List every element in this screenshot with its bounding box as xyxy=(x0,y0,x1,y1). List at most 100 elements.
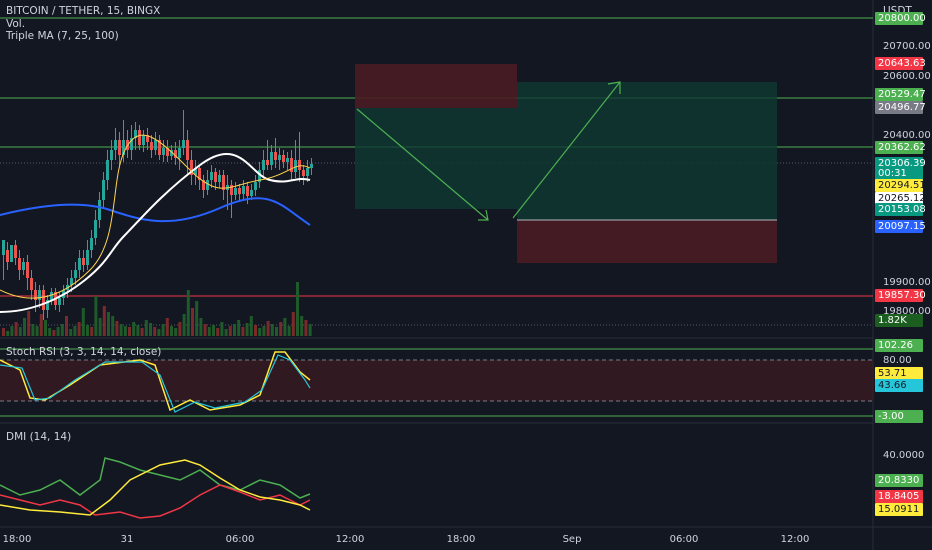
dmi-plus-line xyxy=(0,457,311,499)
stoch-rsi-legend: Stoch RSI (3, 3, 14, 14, close) xyxy=(6,346,162,358)
long-stop-zone xyxy=(517,220,777,263)
ma100-tag: 20097.15 xyxy=(875,220,926,233)
candle-body xyxy=(310,164,313,168)
volume-bar xyxy=(287,326,291,336)
candle-body xyxy=(298,160,301,170)
volume-bar xyxy=(174,328,178,336)
volume-bar xyxy=(149,323,152,336)
price-tick: 20600.00 xyxy=(883,71,931,82)
volume-bar xyxy=(94,296,98,336)
volume-bar xyxy=(140,328,144,336)
candle-body xyxy=(178,148,181,158)
candle-body xyxy=(290,158,293,172)
volume-bar xyxy=(279,322,283,336)
candle-body xyxy=(38,290,41,300)
candle-body xyxy=(46,300,49,310)
candle-body xyxy=(154,140,157,150)
dmi-minus-tag: 18.8405 xyxy=(875,490,923,503)
volume-bar xyxy=(10,326,14,336)
time-tick: 18:00 xyxy=(446,534,476,545)
volume-bar xyxy=(170,326,173,336)
candle-body xyxy=(90,238,93,250)
volume-bar xyxy=(111,316,115,336)
volume-bar xyxy=(283,318,287,336)
candle-body xyxy=(102,180,105,200)
volume-bar xyxy=(258,328,262,336)
ma25-tag: 20265.12 xyxy=(875,192,926,205)
candle-body xyxy=(286,158,289,162)
volume-bar xyxy=(153,327,157,336)
volume-bar xyxy=(6,331,10,336)
volume-bar xyxy=(186,290,190,336)
candle-body xyxy=(106,160,109,180)
time-tick: 06:00 xyxy=(669,534,699,545)
candle-body xyxy=(150,142,153,150)
candle-body xyxy=(262,160,265,170)
candle-body xyxy=(86,250,89,265)
candle-body xyxy=(222,175,225,190)
candle-body xyxy=(30,278,33,290)
volume-bar xyxy=(212,325,215,336)
adx-tag: 15.0911 xyxy=(875,503,923,516)
candle-body xyxy=(130,138,133,150)
candle-body xyxy=(258,170,261,182)
time-tick: 18:00 xyxy=(2,534,32,545)
candle-body xyxy=(170,150,173,156)
volume-bar xyxy=(128,327,131,336)
long-target-zone xyxy=(517,82,777,220)
candle-body xyxy=(122,140,125,155)
candle-body xyxy=(42,290,45,310)
volume-bar xyxy=(48,328,52,336)
stoch-d-line xyxy=(0,354,311,413)
price-tag: 20153.08 xyxy=(875,203,926,216)
volume-bar xyxy=(237,320,241,336)
candle-body xyxy=(162,148,165,155)
volume-bar xyxy=(23,318,26,336)
volume-bar xyxy=(52,330,56,336)
candle-body xyxy=(270,152,273,165)
volume-bar xyxy=(203,324,207,336)
volume-bar xyxy=(2,328,5,336)
volume-bar xyxy=(144,320,148,336)
candle-body xyxy=(250,190,253,196)
volume-bar xyxy=(107,312,110,336)
countdown-tag: 00:31 xyxy=(875,167,923,180)
price-tag: 20496.77 xyxy=(875,101,926,114)
candle-body xyxy=(78,258,81,270)
volume-bar xyxy=(86,325,89,336)
volume-bar xyxy=(216,328,220,336)
volume-bar xyxy=(39,314,43,336)
candle-body xyxy=(266,160,269,165)
candle-body xyxy=(6,250,9,262)
candle-body xyxy=(218,175,221,182)
volume-bar xyxy=(296,282,299,336)
price-tag: 20643.63 xyxy=(875,57,926,70)
candle-body xyxy=(70,278,73,285)
volume-bar xyxy=(115,321,119,336)
candle-body xyxy=(94,220,97,238)
stoch-lower-tag: -3.00 xyxy=(875,410,923,423)
candle-body xyxy=(82,258,85,265)
volume-bar xyxy=(220,322,224,336)
candle-body xyxy=(134,130,137,138)
candle-body xyxy=(214,172,217,182)
time-tick: 06:00 xyxy=(225,534,255,545)
volume-bar xyxy=(102,306,106,336)
adx-line xyxy=(0,459,311,516)
volume-bar xyxy=(157,329,161,336)
price-tick: 20400.00 xyxy=(883,130,931,141)
candle-body xyxy=(278,155,281,160)
candle-body xyxy=(234,188,237,195)
stoch-tick: 80.00 xyxy=(883,355,912,366)
candle-body xyxy=(206,180,209,190)
candle-body xyxy=(246,186,249,196)
volume-bar xyxy=(275,327,278,336)
candle-body xyxy=(114,140,117,150)
volume-tag: 1.82K xyxy=(875,314,923,327)
candle-body xyxy=(254,182,257,190)
volume-bar xyxy=(56,327,60,336)
volume-bar xyxy=(262,326,266,336)
candle-body xyxy=(146,135,149,142)
candle-body xyxy=(294,160,297,172)
